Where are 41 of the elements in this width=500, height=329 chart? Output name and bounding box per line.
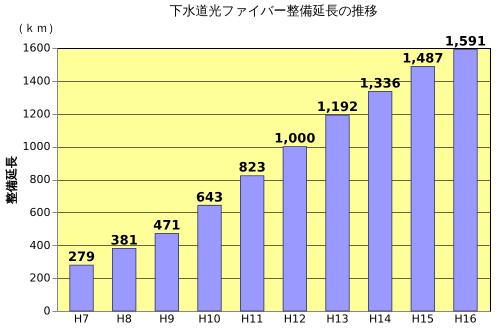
y-tick-label: 1600 — [22, 42, 50, 54]
x-tick-label: H12 — [284, 312, 306, 326]
x-tick-label: H13 — [326, 312, 349, 326]
y-tick-label: 800 — [30, 173, 50, 186]
data-label: 823 — [238, 160, 266, 176]
data-label: 381 — [110, 233, 138, 248]
data-label: 643 — [196, 190, 224, 206]
data-label: 279 — [68, 250, 96, 266]
bar — [240, 175, 264, 312]
chart-title: 下水道光ファイバー整備延長の推移 — [170, 4, 378, 19]
y-tick-label: 600 — [30, 206, 50, 219]
bar — [69, 264, 94, 312]
bar — [154, 233, 179, 312]
y-tick-label: 1200 — [22, 107, 50, 120]
y-tick-label: 0 — [44, 304, 50, 318]
x-tick-label: H8 — [116, 312, 132, 326]
y-tick-label: 1000 — [22, 140, 50, 154]
bar — [410, 66, 435, 312]
x-tick-label: H15 — [412, 312, 434, 326]
y-tick-label: 1400 — [22, 74, 50, 88]
x-tick-label: H10 — [198, 312, 221, 326]
text: （ｋｍ） — [12, 21, 60, 35]
data-label: 1,000 — [274, 132, 316, 147]
bar — [197, 204, 222, 312]
bar — [453, 49, 478, 312]
data-label: 1,591 — [444, 34, 486, 50]
bar — [325, 114, 350, 312]
x-tick-label: H7 — [74, 312, 90, 326]
data-label: 1,487 — [402, 52, 444, 67]
y-tick-label: 200 — [30, 272, 50, 285]
y-tick-label: 400 — [30, 238, 50, 252]
y-axis-title: 整備延長 — [4, 156, 19, 205]
data-label: 471 — [153, 218, 180, 234]
bar — [112, 248, 136, 312]
bar — [368, 90, 392, 312]
x-tick-label: H14 — [369, 312, 392, 326]
data-label: 1,192 — [316, 100, 358, 116]
x-tick-label: H16 — [454, 312, 477, 326]
bar — [282, 146, 307, 312]
x-tick-label: H11 — [241, 312, 264, 326]
x-tick-label: H9 — [159, 312, 174, 326]
